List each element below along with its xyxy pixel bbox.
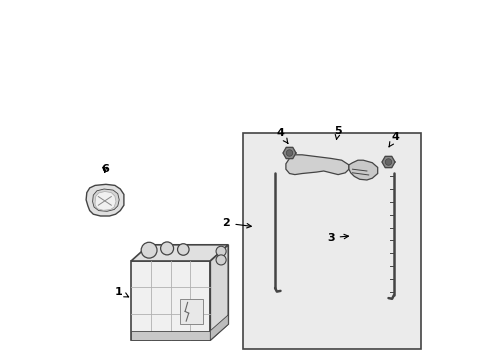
Polygon shape [381,156,394,168]
Text: 2: 2 [222,218,251,228]
Polygon shape [283,147,295,159]
Polygon shape [285,155,348,175]
Circle shape [216,246,225,256]
Bar [131,261,210,340]
Polygon shape [131,245,228,261]
Bar [179,299,203,324]
Bar [242,133,420,349]
Text: 1: 1 [114,287,128,297]
Circle shape [216,255,225,265]
Polygon shape [348,160,377,180]
Text: 3: 3 [326,233,348,243]
Polygon shape [86,184,123,216]
Circle shape [385,159,391,165]
Polygon shape [92,189,119,211]
Polygon shape [95,192,116,210]
Circle shape [141,242,157,258]
Bar [131,331,210,340]
Text: 4: 4 [388,132,399,147]
Text: 6: 6 [101,164,108,174]
Text: 4: 4 [276,128,287,143]
Circle shape [285,150,292,156]
Text: 5: 5 [334,126,341,139]
Polygon shape [210,245,228,340]
Circle shape [160,242,173,255]
Polygon shape [210,315,228,340]
Circle shape [177,244,189,255]
